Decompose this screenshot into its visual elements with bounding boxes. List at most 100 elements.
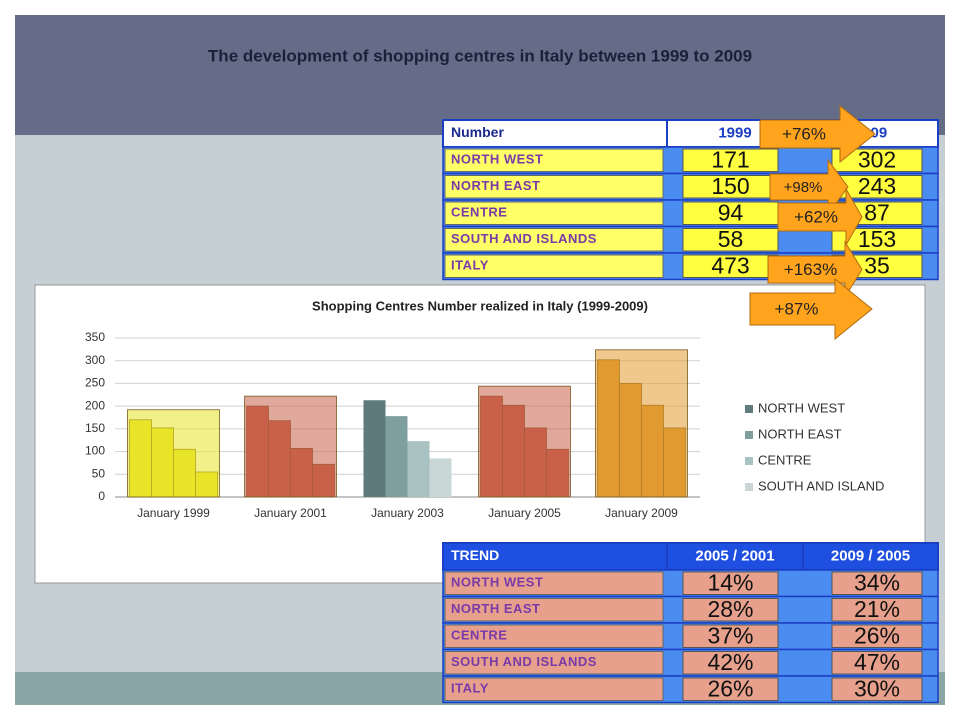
header-cell: Number xyxy=(451,124,504,140)
legend-label: SOUTH AND ISLAND xyxy=(758,478,884,493)
bar xyxy=(363,400,386,497)
legend-label: NORTH EAST xyxy=(758,426,842,441)
cell-value: 150 xyxy=(711,173,749,199)
legend-swatch xyxy=(745,483,753,491)
value-box xyxy=(682,677,779,701)
legend-swatch xyxy=(745,431,753,439)
growth-label: +163% xyxy=(784,260,837,279)
row-label: NORTH EAST xyxy=(451,178,541,193)
label-box xyxy=(444,201,664,225)
x-tick-label: January 2003 xyxy=(371,506,444,520)
growth-arrow xyxy=(767,240,863,299)
growth-label: +62% xyxy=(794,207,838,226)
cell-value: 87 xyxy=(864,199,890,225)
label-box xyxy=(444,677,664,701)
row-label: NORTH EAST xyxy=(451,601,541,616)
row-label: ITALY xyxy=(451,258,489,273)
legend-swatch xyxy=(745,457,753,465)
row-label: NORTH WEST xyxy=(451,152,543,167)
value-box xyxy=(682,651,779,675)
header-cell: 2009 / 2005 xyxy=(831,547,910,564)
value-box xyxy=(831,571,923,595)
highlight-overlay xyxy=(244,395,337,498)
cell-value: 21% xyxy=(854,596,900,622)
growth-arrow xyxy=(759,104,876,164)
y-tick-label: 50 xyxy=(92,466,106,480)
cell-value: 28% xyxy=(707,596,753,622)
growth-arrow xyxy=(749,277,873,341)
growth-label: +87% xyxy=(775,299,819,318)
label-box xyxy=(444,175,664,199)
value-box xyxy=(831,651,923,675)
growth-arrow xyxy=(777,187,863,247)
row-label: CENTRE xyxy=(451,205,507,220)
cell-value: 14% xyxy=(707,569,753,595)
label-box xyxy=(444,651,664,675)
value-box xyxy=(682,571,779,595)
header-cell: TREND xyxy=(451,547,499,563)
x-tick-label: January 2001 xyxy=(254,506,327,520)
y-tick-label: 100 xyxy=(85,444,105,458)
cell-value: 34% xyxy=(854,569,900,595)
cell-value: 153 xyxy=(858,226,896,252)
value-box xyxy=(831,598,923,622)
chart-title: Shopping Centres Number realized in Ital… xyxy=(312,298,648,313)
label-box xyxy=(444,598,664,622)
cell-value: 35 xyxy=(864,252,890,278)
cell-value: 473 xyxy=(711,252,749,278)
cell-value: 58 xyxy=(718,226,744,252)
value-box xyxy=(831,148,923,172)
value-box xyxy=(682,624,779,648)
header-cell: 1999 xyxy=(718,124,751,141)
title-band xyxy=(15,15,945,135)
legend-swatch xyxy=(745,405,753,413)
highlight-overlay xyxy=(595,349,688,498)
y-tick-label: 300 xyxy=(85,353,105,367)
label-box xyxy=(444,228,664,252)
label-box xyxy=(444,148,664,172)
y-tick-label: 200 xyxy=(85,398,105,412)
cell-value: 26% xyxy=(854,622,900,648)
cell-value: 42% xyxy=(707,649,753,675)
cell-value: 26% xyxy=(707,675,753,701)
growth-label: +98% xyxy=(784,179,823,196)
label-box xyxy=(444,571,664,595)
label-box xyxy=(444,254,664,278)
header-cell: 2005 / 2001 xyxy=(695,547,774,564)
row-label: CENTRE xyxy=(451,628,507,643)
value-box xyxy=(831,228,923,252)
cell-value: 37% xyxy=(707,622,753,648)
table-header xyxy=(442,542,939,571)
row-label: ITALY xyxy=(451,681,489,696)
value-box xyxy=(682,148,779,172)
row-label: SOUTH AND ISLANDS xyxy=(451,654,597,669)
row-label: SOUTH AND ISLANDS xyxy=(451,231,597,246)
x-tick-label: January 1999 xyxy=(137,506,210,520)
value-box xyxy=(831,624,923,648)
y-tick-label: 250 xyxy=(85,376,105,390)
legend-label: CENTRE xyxy=(758,452,812,467)
y-tick-label: 0 xyxy=(98,489,105,503)
cell-value: 243 xyxy=(858,173,896,199)
x-tick-label: January 2009 xyxy=(605,506,678,520)
growth-label: +76% xyxy=(782,124,826,143)
value-box xyxy=(831,677,923,701)
cell-value: 30% xyxy=(854,675,900,701)
cell-value: 302 xyxy=(858,146,896,172)
value-box xyxy=(682,228,779,252)
highlight-overlay xyxy=(478,385,571,498)
highlight-overlay xyxy=(127,409,220,498)
bar xyxy=(429,458,452,497)
value-box xyxy=(682,598,779,622)
x-tick-label: January 2005 xyxy=(488,506,561,520)
slide-title: The development of shopping centres in I… xyxy=(208,46,752,65)
cell-value: 94 xyxy=(718,199,744,225)
bar xyxy=(385,416,408,497)
growth-arrow xyxy=(769,158,849,216)
bar xyxy=(407,441,430,497)
y-tick-label: 350 xyxy=(85,330,105,344)
row-label: NORTH WEST xyxy=(451,575,543,590)
legend-label: NORTH WEST xyxy=(758,400,845,415)
cell-value: 47% xyxy=(854,649,900,675)
